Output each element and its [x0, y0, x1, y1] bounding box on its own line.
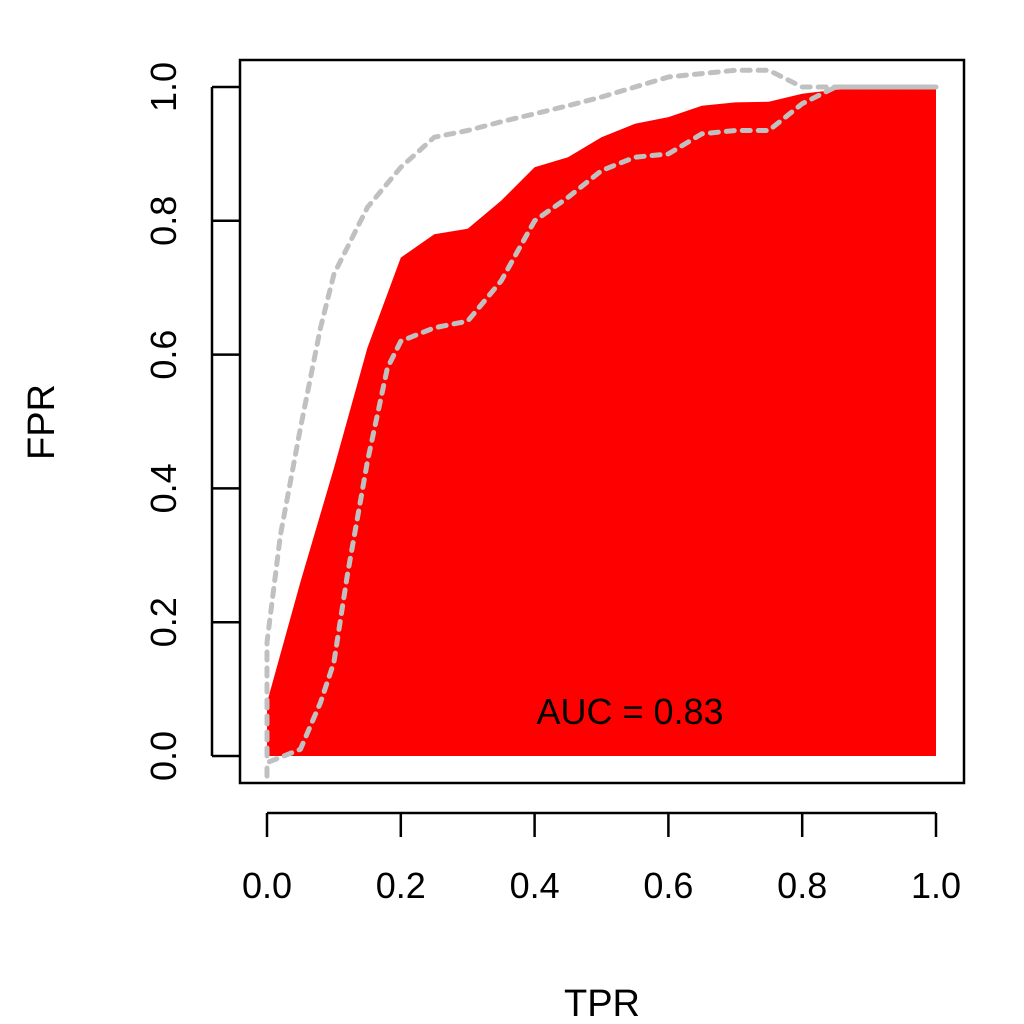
x-tick-label: 0.4: [510, 865, 560, 906]
x-tick-label: 0.8: [777, 865, 827, 906]
y-tick-label: 1.0: [143, 62, 184, 112]
y-axis: 0.0 0.2 0.4 0.6 0.8 1.0: [143, 62, 240, 781]
y-tick-label: 0.0: [143, 731, 184, 781]
plot-area: [264, 67, 939, 779]
y-tick-label: 0.2: [143, 597, 184, 647]
plot-frame: [238, 58, 966, 785]
x-axis: 0.0 0.2 0.4 0.6 0.8 1.0: [242, 811, 961, 906]
y-tick-label: 0.6: [143, 330, 184, 380]
x-axis-title: TPR: [564, 983, 640, 1024]
x-tick-label: 0.0: [242, 865, 292, 906]
annotation-auc: AUC = 0.83: [536, 691, 723, 732]
upper-band-line: [264, 67, 939, 759]
roc-area: [267, 88, 936, 757]
y-tick-label: 0.8: [143, 196, 184, 246]
y-axis-title: FPR: [21, 384, 63, 460]
x-tick-label: 0.6: [643, 865, 693, 906]
x-tick-label: 0.2: [376, 865, 426, 906]
x-tick-label: 1.0: [911, 865, 961, 906]
y-tick-label: 0.4: [143, 463, 184, 513]
lower-band-line: [264, 84, 939, 779]
